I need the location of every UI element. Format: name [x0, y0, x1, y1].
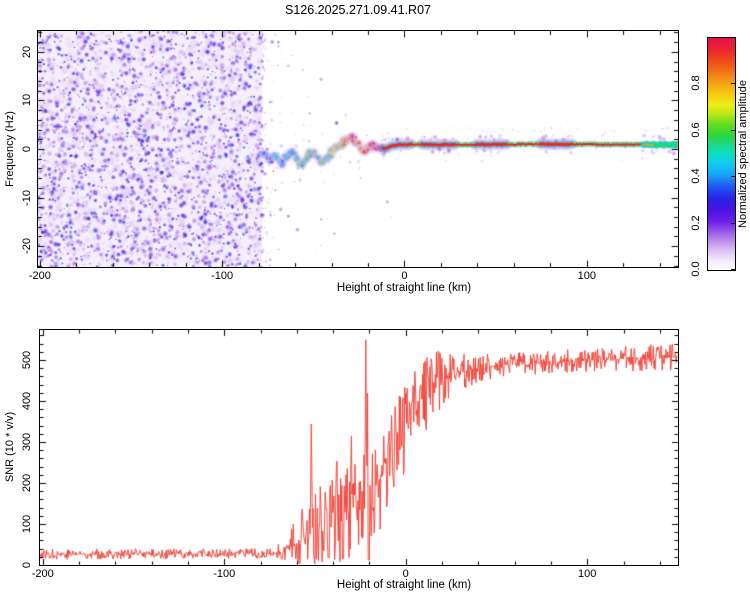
y-tick-label: 20: [21, 45, 33, 58]
snr-panel: [39, 329, 679, 566]
x-tick-label: -200: [28, 270, 51, 282]
figure-title: S126.2025.271.09.41.R07: [285, 3, 431, 17]
colorbar-tick: [731, 129, 735, 131]
y-tick-label: 0: [21, 561, 33, 569]
colorbar-label: Normalized spectral amplitude: [737, 80, 749, 228]
x-tick-label: 100: [578, 568, 597, 580]
y-tick-label: 100: [21, 514, 33, 534]
colorbar-tick-label: 0.6: [690, 122, 702, 138]
y-tick-label: 500: [21, 350, 33, 370]
colorbar: [707, 37, 736, 271]
snr-axis-label: SNR (10 * v/v): [4, 411, 16, 483]
x-tick-label: 0: [401, 270, 408, 282]
y-tick-label: 400: [21, 391, 33, 411]
colorbar-tick-label: 0.4: [690, 168, 702, 184]
x-tick-label: -100: [211, 270, 234, 282]
colorbar-tick-label: 0.8: [690, 75, 702, 92]
colorbar-tick: [731, 176, 735, 178]
spectrogram-panel: [37, 30, 679, 268]
colorbar-tick-label: 0.2: [690, 214, 702, 231]
x-tick-label: -100: [213, 568, 236, 580]
y-tick-label: 300: [21, 432, 33, 452]
bottom-x-axis-label: Height of straight line (km): [336, 579, 472, 591]
x-tick-label: -200: [31, 568, 54, 580]
colorbar-tick: [731, 222, 735, 224]
x-tick-label: 100: [577, 270, 597, 282]
top-x-axis-label: Height of straight line (km): [336, 282, 472, 294]
y-tick-label: -20: [21, 238, 33, 255]
y-tick-label: 0: [21, 145, 33, 153]
colorbar-tick: [731, 83, 735, 85]
x-tick-label: 0: [402, 568, 409, 580]
spectrogram-canvas: [38, 31, 678, 267]
snr-canvas: [40, 330, 678, 565]
frequency-axis-label: Frequency (Hz): [4, 111, 16, 187]
colorbar-tick-label: 0.0: [690, 261, 702, 277]
y-tick-label: 10: [21, 94, 33, 107]
y-tick-label: 200: [21, 473, 33, 493]
colorbar-tick: [731, 269, 735, 270]
y-tick-label: -10: [21, 189, 33, 206]
